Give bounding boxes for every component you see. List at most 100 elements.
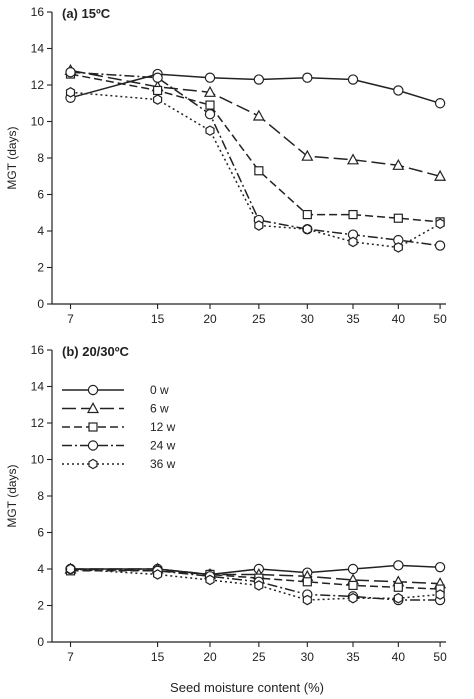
data-point — [347, 563, 359, 575]
y-tick-label: 4 — [37, 562, 44, 576]
data-point — [434, 240, 446, 251]
data-point — [254, 580, 264, 591]
y-tick-label: 12 — [31, 78, 45, 92]
data-point — [434, 98, 446, 109]
x-tick-label: 50 — [433, 650, 447, 664]
series-line — [70, 568, 441, 585]
y-tick-label: 6 — [37, 526, 44, 540]
data-point — [65, 563, 76, 575]
x-tick-label: 25 — [252, 312, 266, 326]
data-point — [203, 85, 217, 97]
x-tick-label: 40 — [392, 312, 406, 326]
data-point — [205, 125, 215, 136]
data-point — [302, 223, 312, 235]
data-point — [347, 153, 360, 165]
data-point — [65, 67, 76, 78]
y-tick-label: 14 — [31, 42, 45, 56]
data-point — [253, 74, 265, 85]
data-point — [205, 574, 215, 586]
y-tick-label: 4 — [37, 224, 44, 238]
panel-b-chart: (b) 20/30ºC MGT (days) Seed moisture con… — [5, 343, 447, 695]
x-tick-label: 7 — [67, 650, 74, 664]
data-point — [152, 85, 163, 96]
x-tick-label: 15 — [151, 650, 165, 664]
panel-a-chart: (a) 15ºC MGT (days) 0 2 4 6 8 10 12 14 16 7 15 20 25… — [5, 5, 447, 326]
y-tick-label: 10 — [31, 115, 45, 129]
legend-marker — [88, 422, 98, 432]
data-point — [393, 560, 404, 571]
data-point — [302, 594, 312, 606]
y-tick-label: 10 — [31, 453, 45, 467]
x-tick-label: 25 — [252, 650, 266, 664]
data-point — [153, 94, 163, 105]
x-tick-label: 20 — [203, 650, 217, 664]
panel-b-x-axis-label: Seed moisture content (%) — [170, 680, 324, 695]
x-tick-label: 30 — [301, 650, 315, 664]
axis-lines — [51, 350, 446, 643]
y-tick-label: 8 — [37, 489, 44, 503]
data-point — [254, 220, 264, 231]
panel-a-y-axis-label: MGT (days) — [5, 126, 19, 189]
y-tick-label: 12 — [31, 416, 45, 430]
legend-marker — [87, 384, 99, 396]
data-point — [435, 589, 445, 600]
data-point — [393, 582, 403, 592]
data-point — [252, 109, 265, 121]
panel-b-y-axis-label: MGT (days) — [5, 464, 19, 527]
panel-b-title: (b) 20/30ºC — [62, 344, 129, 359]
legend-marker — [88, 458, 98, 470]
series-line — [70, 568, 441, 601]
data-point — [153, 569, 163, 580]
series-line — [70, 71, 441, 247]
data-point — [347, 74, 359, 85]
data-point — [434, 561, 446, 573]
data-point — [393, 592, 403, 604]
legend-marker — [86, 402, 100, 414]
series-line — [70, 568, 441, 601]
data-point — [392, 158, 405, 170]
y-tick-label: 14 — [31, 380, 45, 394]
x-tick-label: 35 — [346, 312, 360, 326]
x-tick-label: 35 — [346, 650, 360, 664]
series-line — [70, 73, 441, 105]
legend-label: 24 w — [150, 439, 176, 453]
data-point — [152, 72, 163, 83]
x-tick-label: 50 — [433, 312, 447, 326]
y-tick-label: 2 — [37, 261, 44, 275]
series-line — [70, 73, 441, 223]
y-tick-label: 16 — [31, 5, 45, 19]
data-point — [254, 166, 264, 176]
legend-label: 36 w — [150, 457, 176, 471]
data-point — [302, 72, 313, 83]
data-point — [204, 72, 216, 83]
data-point — [205, 100, 215, 110]
x-tick-label: 30 — [301, 312, 315, 326]
panel-a-title: (a) 15ºC — [62, 6, 111, 21]
series-line — [70, 69, 441, 178]
legend-label: 0 w — [150, 383, 169, 397]
data-point — [393, 85, 404, 96]
y-tick-label: 0 — [37, 635, 44, 649]
data-point — [348, 236, 358, 248]
legend-label: 6 w — [150, 402, 169, 416]
data-point — [302, 209, 312, 220]
x-tick-label: 7 — [67, 312, 74, 326]
data-point — [393, 242, 403, 253]
data-point — [348, 592, 358, 604]
y-tick-label: 2 — [37, 599, 44, 613]
x-tick-label: 40 — [392, 650, 406, 664]
x-tick-label: 15 — [151, 312, 165, 326]
data-point — [435, 218, 445, 229]
legend-marker — [87, 440, 99, 451]
y-tick-label: 8 — [37, 151, 44, 165]
data-point — [393, 213, 403, 223]
y-tick-label: 16 — [31, 343, 45, 357]
legend-label: 12 w — [150, 420, 176, 434]
data-point — [204, 108, 216, 120]
y-tick-label: 6 — [37, 188, 44, 202]
data-point — [65, 87, 76, 98]
y-tick-label: 0 — [37, 297, 44, 311]
data-point — [302, 577, 312, 587]
data-point — [301, 149, 314, 161]
